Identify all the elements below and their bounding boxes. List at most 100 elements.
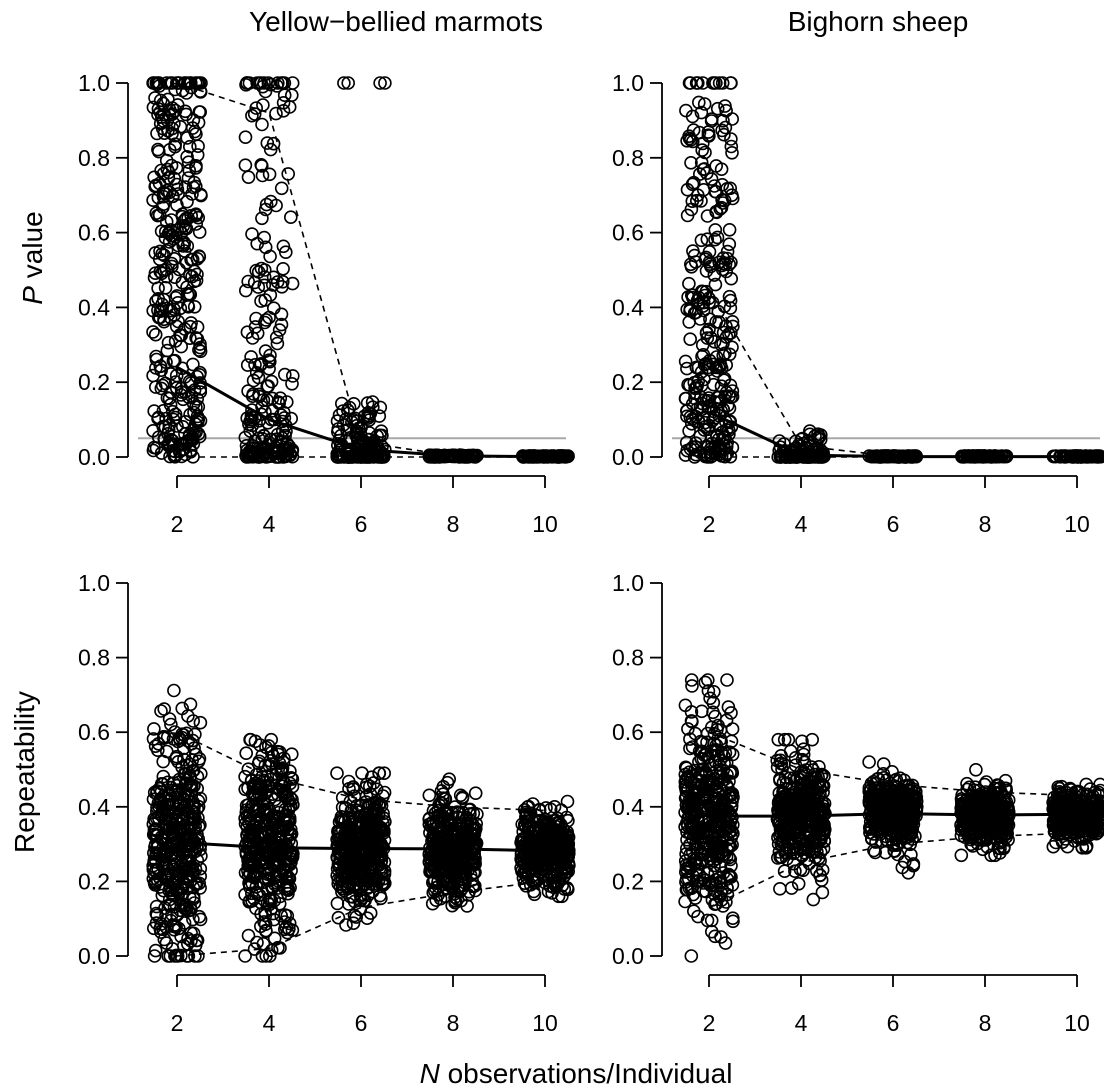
y-tick-label: 0.6: [78, 220, 110, 246]
data-point: [265, 391, 280, 406]
scatter-points: [146, 683, 576, 963]
data-point: [254, 158, 269, 172]
data-point: [684, 156, 698, 170]
data-point: [811, 431, 826, 446]
data-point: [694, 155, 709, 170]
data-point: [146, 76, 160, 90]
data-point: [1093, 449, 1104, 464]
data-point: [708, 277, 723, 292]
data-point: [696, 303, 711, 318]
data-point: [239, 283, 253, 298]
data-point: [238, 130, 253, 144]
data-point: [255, 211, 269, 226]
data-point: [694, 194, 708, 208]
data-point: [724, 271, 739, 286]
data-point: [788, 434, 803, 449]
y-tick-label: 0.2: [78, 868, 110, 894]
data-point: [252, 76, 267, 90]
y-tick-label: 0.2: [78, 369, 110, 395]
data-point: [167, 116, 181, 131]
data-point: [186, 430, 200, 445]
data-point: [170, 76, 184, 90]
data-point: [283, 448, 298, 463]
data-point: [784, 881, 799, 895]
data-point: [698, 145, 712, 160]
x-tick-label: 2: [171, 511, 184, 537]
data-point: [711, 360, 726, 375]
data-point: [249, 101, 264, 115]
data-point: [194, 188, 208, 203]
data-point: [688, 409, 703, 424]
data-point: [191, 210, 205, 225]
data-point: [699, 250, 713, 265]
data-point: [165, 126, 179, 141]
data-point: [341, 76, 356, 90]
data-point: [373, 76, 387, 90]
y-tick-label: 1.0: [78, 70, 110, 96]
data-point: [682, 424, 696, 438]
data-point: [699, 325, 714, 340]
data-point: [773, 881, 787, 896]
data-point: [700, 232, 715, 246]
data-point: [725, 112, 740, 126]
data-point: [185, 187, 199, 201]
data-point: [709, 350, 724, 364]
data-point: [182, 163, 197, 178]
data-point: [185, 269, 199, 284]
data-point: [468, 786, 483, 801]
data-point: [718, 257, 733, 272]
data-point: [159, 244, 174, 258]
data-point: [193, 84, 208, 98]
data-point: [718, 120, 733, 135]
x-tick-label: 10: [1064, 511, 1090, 537]
data-point: [719, 439, 734, 454]
data-point: [246, 373, 261, 388]
data-point: [151, 107, 165, 122]
data-point: [283, 210, 298, 224]
y-tick-label: 0.8: [612, 645, 644, 671]
data-point: [722, 237, 737, 251]
data-point: [695, 136, 710, 151]
data-point: [146, 303, 160, 318]
data-point: [422, 788, 437, 803]
data-point: [696, 347, 711, 362]
data-point: [690, 76, 705, 90]
data-point: [168, 139, 182, 154]
data-point: [685, 412, 700, 426]
x-tick-label: 6: [887, 511, 900, 537]
data-point: [173, 120, 188, 134]
y-tick-label: 1.0: [612, 570, 644, 596]
data-point: [713, 202, 728, 216]
data-point: [330, 766, 344, 781]
data-point: [246, 441, 261, 455]
x-tick-label: 8: [979, 1010, 992, 1036]
data-point: [722, 289, 737, 304]
data-point: [262, 167, 277, 182]
x-tick-label: 4: [795, 1010, 808, 1036]
x-tick-label: 4: [263, 511, 276, 537]
data-point: [259, 197, 274, 212]
data-point: [170, 198, 184, 212]
data-point: [248, 357, 262, 372]
data-point: [178, 414, 193, 429]
data-point: [169, 161, 184, 175]
x-tick-label: 2: [703, 511, 716, 537]
scatter-points: [678, 76, 1104, 464]
mean-line: [176, 365, 546, 459]
data-point: [239, 746, 253, 761]
data-point: [701, 360, 716, 375]
data-point: [694, 105, 709, 120]
data-point: [340, 423, 354, 437]
data-point: [162, 165, 176, 180]
data-point: [702, 322, 716, 337]
data-point: [339, 918, 353, 932]
data-point: [187, 299, 202, 314]
data-point: [722, 327, 736, 341]
x-axis-title: N observations/Individual: [420, 1058, 733, 1089]
data-point: [240, 358, 255, 372]
data-point: [330, 896, 345, 911]
data-point: [277, 367, 292, 382]
data-point: [151, 411, 165, 426]
data-point: [723, 181, 738, 196]
y-tick-label: 0.2: [612, 868, 644, 894]
